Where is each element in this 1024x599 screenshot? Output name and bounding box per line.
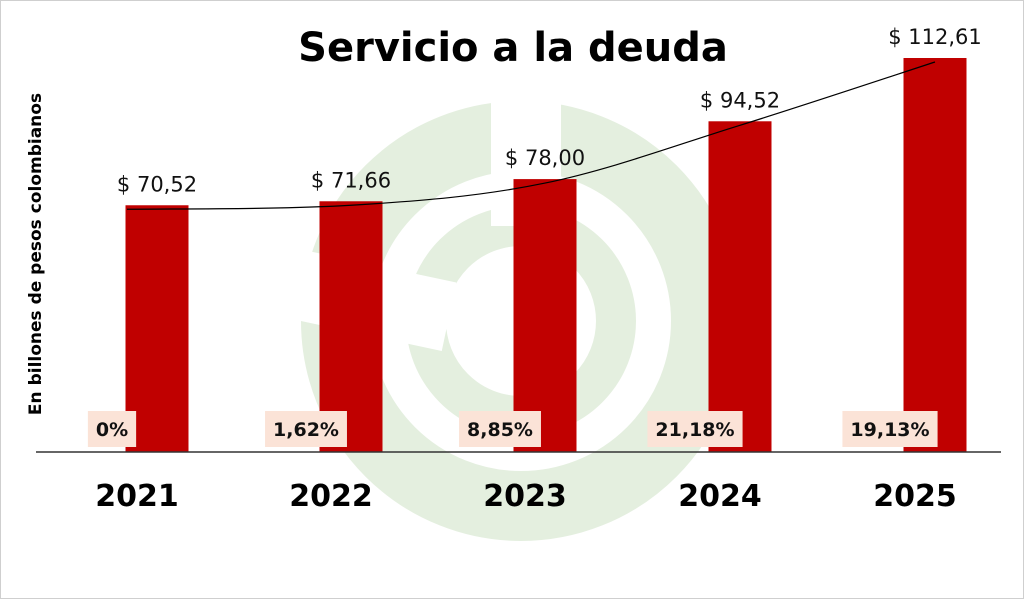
category-label-2021: 2021: [95, 479, 179, 514]
value-label-2024: $ 94,52: [700, 88, 780, 112]
bar-2025: [903, 58, 967, 452]
bar-2022: [319, 201, 383, 452]
growth-label-2024: 21,18%: [655, 419, 734, 441]
growth-badge-2022: [265, 411, 347, 447]
bar-2024: [708, 121, 772, 453]
growth-label-2023: 8,85%: [467, 419, 533, 441]
trend-line: [126, 61, 936, 210]
bar-2021: [125, 205, 189, 452]
category-label-2023: 2023: [483, 479, 567, 514]
growth-label-2022: 1,62%: [273, 419, 339, 441]
category-label-2025: 2025: [873, 479, 957, 514]
bar-2023: [513, 179, 577, 452]
growth-badge-2021: [87, 411, 137, 447]
category-label-2022: 2022: [289, 479, 373, 514]
growth-label-2021: 0%: [96, 419, 128, 441]
value-label-2025: $ 112,61: [888, 25, 982, 49]
value-label-2023: $ 78,00: [505, 146, 585, 170]
growth-badge-2023: [459, 411, 541, 447]
bars-layer: [125, 58, 967, 453]
growth-badge-2025: [842, 411, 938, 447]
chart-title: Servicio a la deuda: [298, 25, 728, 71]
growth-badge-2024: [647, 411, 743, 447]
y-axis-label: En billones de pesos colombianos: [26, 93, 46, 415]
value-label-2021: $ 70,52: [117, 172, 197, 196]
growth-label-2025: 19,13%: [850, 419, 929, 441]
category-label-2024: 2024: [678, 479, 762, 514]
labels-layer: $ 70,52 2021 0% $ 71,66 2022 1,62% $ 78,00 2023…: [87, 25, 982, 514]
value-label-2022: $ 71,66: [311, 168, 391, 192]
